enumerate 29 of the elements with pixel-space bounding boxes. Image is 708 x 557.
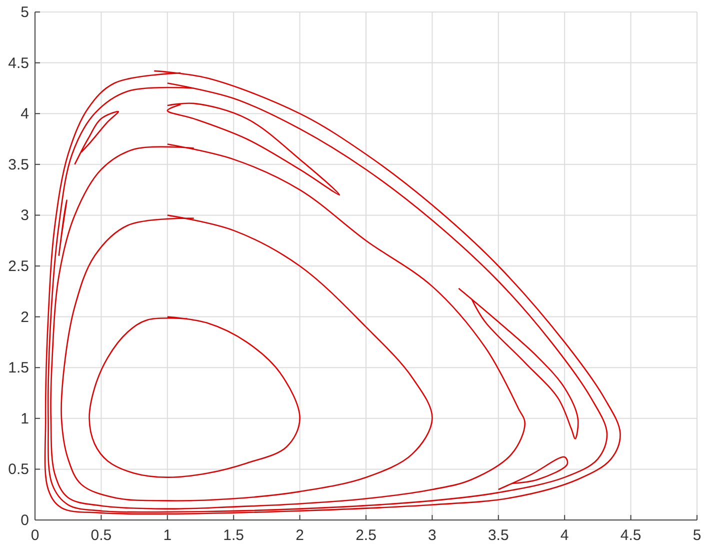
y-tick-label: 4.5 [8, 54, 29, 72]
y-tick-label: 2.5 [8, 258, 29, 275]
line-series [166, 102, 340, 196]
x-tick-label: 2.5 [356, 527, 376, 544]
x-tick-label: 3 [428, 527, 436, 544]
y-tick-label: 1 [20, 410, 29, 428]
y-tick-label: 2 [20, 308, 29, 326]
line-series [498, 456, 568, 490]
line-series [458, 288, 579, 440]
x-tick-label: 4.5 [620, 527, 642, 544]
x-tick-label: 3.5 [488, 527, 509, 544]
line-series [74, 110, 120, 166]
line-series [58, 199, 68, 256]
y-tick-label: 3.5 [8, 156, 29, 174]
y-tick-label: 5 [20, 4, 29, 21]
x-tick-label: 2 [296, 527, 304, 544]
line-series [50, 143, 526, 510]
y-tick-label: 0.5 [8, 461, 29, 478]
x-tick-label: 5 [692, 527, 702, 544]
x-tick-label: 1.5 [223, 527, 244, 544]
x-tick-label: 0.5 [90, 527, 112, 544]
line-series [88, 316, 300, 478]
x-tick-label: 1 [163, 527, 172, 544]
y-tick-label: 4 [20, 106, 29, 123]
y-tick-label: 1.5 [8, 360, 29, 377]
x-tick-label: 4 [560, 527, 569, 544]
line-series [60, 214, 433, 502]
y-tick-label: 0 [20, 512, 29, 529]
y-tick-label: 3 [20, 207, 29, 224]
